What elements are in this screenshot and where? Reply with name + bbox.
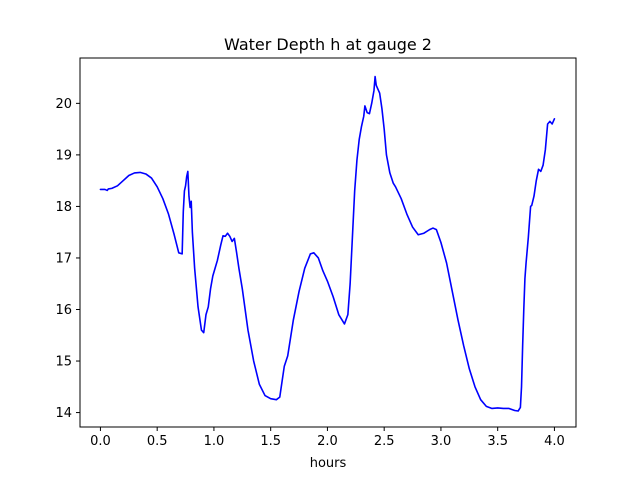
y-tick-label: 16 xyxy=(55,303,72,318)
x-tick-label: 0.0 xyxy=(90,434,111,449)
y-tick-label: 18 xyxy=(55,200,72,215)
x-tick-label: 4.0 xyxy=(544,434,565,449)
x-tick-label: 3.0 xyxy=(431,434,452,449)
x-tick-label: 2.5 xyxy=(374,434,395,449)
x-axis-label: hours xyxy=(310,456,347,471)
y-tick-label: 20 xyxy=(55,97,72,112)
plot-frame xyxy=(79,57,577,428)
x-tick-label: 1.5 xyxy=(260,434,281,449)
y-tick-label: 14 xyxy=(55,406,72,421)
series-line-1 xyxy=(99,75,556,412)
x-tick-label: 1.0 xyxy=(204,434,225,449)
x-tick-label: 2.0 xyxy=(317,434,338,449)
y-tick-label: 15 xyxy=(55,355,72,370)
x-tick-label: 3.5 xyxy=(487,434,508,449)
x-tick-label: 0.5 xyxy=(147,434,168,449)
chart-title: Water Depth h at gauge 2 xyxy=(224,35,432,54)
plot-area: 0.0 0.5 1.0 1.5 2.0 2.5 3.0 3.5 4.0 14 15 16 17 18 19 2… xyxy=(55,57,577,449)
y-tick-label: 19 xyxy=(55,148,72,163)
y-tick-label: 17 xyxy=(55,251,72,266)
